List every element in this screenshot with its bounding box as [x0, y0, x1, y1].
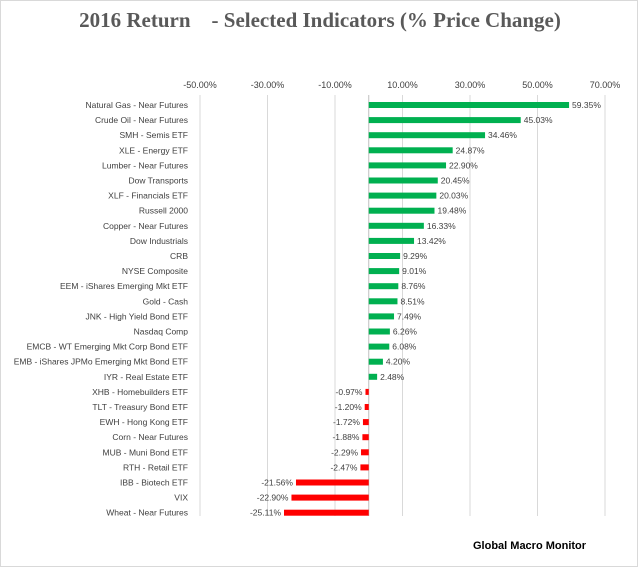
data-label: 6.08%: [392, 342, 417, 352]
bar: [368, 328, 390, 335]
category-label: XLE - Energy ETF: [119, 145, 188, 155]
category-label: NYSE Composite: [122, 266, 188, 276]
source-credit: Global Macro Monitor: [473, 540, 587, 552]
category-label: TLT - Treasury Bond ETF: [92, 402, 188, 412]
bar: [365, 388, 369, 395]
data-label: 34.46%: [488, 130, 517, 140]
category-label: MUB - Muni Bond ETF: [103, 447, 189, 457]
category-label: Copper - Near Futures: [103, 221, 188, 231]
data-label: 24.87%: [456, 145, 485, 155]
x-tick-label: -10.00%: [318, 80, 352, 90]
data-label: -0.97%: [336, 387, 363, 397]
data-label: 2.48%: [380, 372, 405, 382]
data-label: 20.45%: [441, 176, 470, 186]
bar: [361, 449, 369, 456]
bar: [364, 404, 369, 410]
category-label: XHB - Homebuilders ETF: [92, 387, 188, 397]
data-label: 16.33%: [427, 221, 456, 231]
bar: [360, 464, 369, 471]
data-label: 8.51%: [400, 296, 425, 306]
category-label: Dow Industrials: [130, 236, 188, 246]
bar: [295, 479, 369, 486]
bar: [368, 207, 435, 214]
category-label: Gold - Cash: [143, 296, 189, 306]
bar: [368, 298, 398, 305]
bar: [368, 222, 424, 229]
data-label: -1.20%: [335, 402, 362, 412]
x-tick-label: -30.00%: [251, 80, 285, 90]
data-label: 19.48%: [437, 206, 466, 216]
data-label: -1.72%: [333, 417, 360, 427]
x-tick-label: -50.00%: [183, 80, 217, 90]
category-label: VIX: [174, 493, 188, 503]
x-tick-label: 70.00%: [590, 80, 621, 90]
data-label: 9.01%: [402, 266, 427, 276]
category-label: Corn - Near Futures: [112, 432, 188, 442]
bar: [368, 268, 400, 275]
category-label: RTH - Retail ETF: [123, 462, 188, 472]
x-tick-label: 50.00%: [522, 80, 553, 90]
bar: [368, 177, 438, 184]
category-label: Dow Transports: [128, 176, 188, 186]
category-label: XLF - Financials ETF: [108, 191, 188, 201]
bar: [368, 162, 447, 169]
data-label: 4.20%: [386, 357, 411, 367]
bar: [362, 434, 369, 441]
bar: [368, 358, 383, 365]
data-label: 7.49%: [397, 311, 422, 321]
category-label: EMCB - WT Emerging Mkt Corp Bond ETF: [27, 342, 188, 352]
data-label: 9.29%: [403, 251, 428, 261]
data-label: 22.90%: [449, 160, 478, 170]
x-tick-label: 30.00%: [455, 80, 486, 90]
category-label: EWH - Hong Kong ETF: [100, 417, 188, 427]
data-label: -25.11%: [250, 508, 281, 518]
category-label: Lumber - Near Futures: [102, 160, 188, 170]
bar: [368, 117, 521, 124]
bar: [368, 237, 415, 244]
data-label: -2.29%: [331, 447, 358, 457]
bar: [362, 419, 369, 426]
data-label: 8.76%: [401, 281, 426, 291]
data-label: 13.42%: [417, 236, 446, 246]
chart-title: 2016 Return - Selected Indicators (% Pri…: [79, 8, 561, 32]
category-label: SMH - Semis ETF: [120, 130, 188, 140]
bar: [368, 313, 395, 320]
data-label: 59.35%: [572, 100, 601, 110]
bar: [368, 132, 486, 139]
data-label: 45.03%: [524, 115, 553, 125]
data-label: -22.90%: [257, 493, 289, 503]
data-label: 6.26%: [393, 327, 418, 337]
category-label: IYR - Real Estate ETF: [104, 372, 188, 382]
bar: [368, 373, 378, 380]
category-label: CRB: [170, 251, 188, 261]
bar: [368, 283, 399, 290]
category-label: Natural Gas - Near Futures: [85, 100, 188, 110]
category-label: EMB - iShares JPMo Emerging Mkt Bond ETF: [14, 357, 188, 367]
bar: [368, 253, 401, 259]
category-label: Russell 2000: [139, 206, 188, 216]
x-tick-label: 10.00%: [387, 80, 418, 90]
data-label: -2.47%: [330, 462, 357, 472]
bar: [284, 509, 369, 516]
data-label: 20.03%: [439, 191, 468, 201]
data-label: -1.88%: [332, 432, 359, 442]
category-label: IBB - Biotech ETF: [120, 478, 188, 488]
category-label: Crude Oil - Near Futures: [95, 115, 188, 125]
bar: [368, 147, 453, 154]
bar: [368, 192, 437, 199]
category-label: EEM - iShares Emerging Mkt ETF: [60, 281, 188, 291]
data-label: -21.56%: [261, 478, 293, 488]
category-label: Wheat - Near Futures: [106, 508, 188, 518]
bar: [368, 343, 390, 350]
bar: [291, 494, 369, 501]
category-label: Nasdaq Comp: [134, 327, 189, 337]
category-label: JNK - High Yield Bond ETF: [85, 311, 188, 321]
bar: [368, 102, 570, 108]
